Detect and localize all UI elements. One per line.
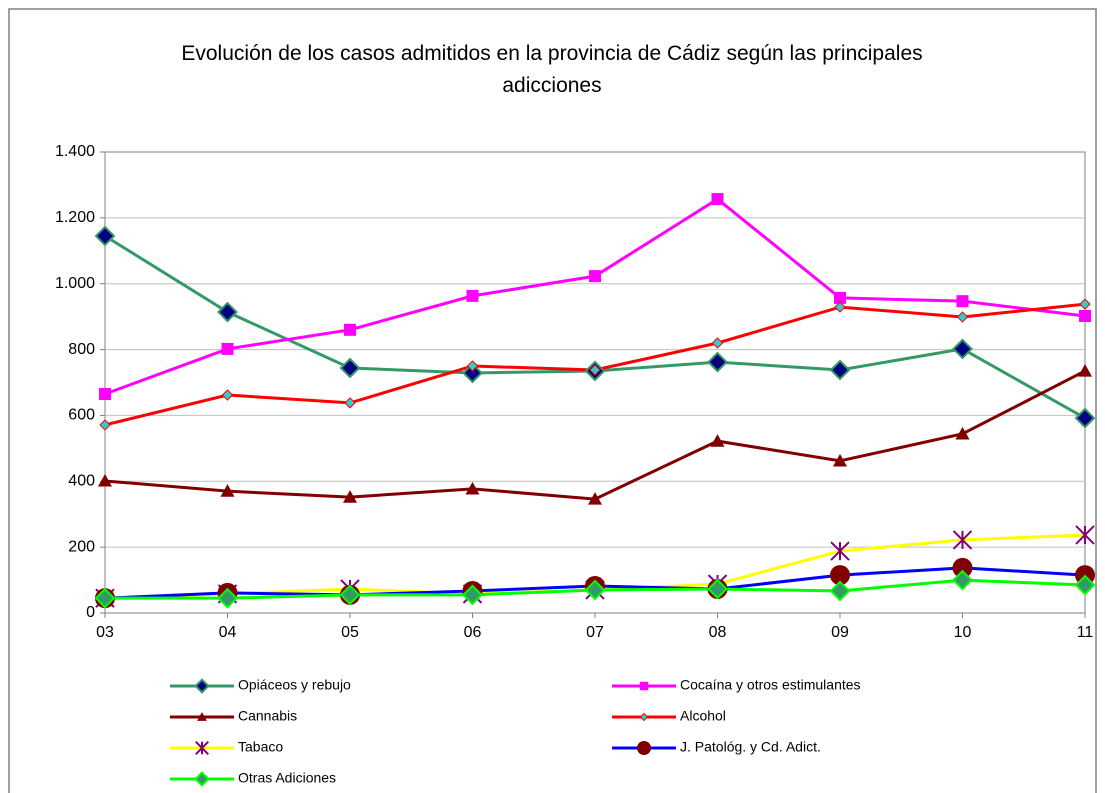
marker: [1075, 525, 1095, 545]
marker: [833, 453, 847, 467]
marker: [707, 578, 728, 600]
marker: [707, 351, 728, 373]
x-tick-label: 09: [831, 624, 849, 641]
marker: [711, 337, 724, 349]
marker: [99, 419, 111, 431]
y-tick-label: 1.400: [55, 143, 95, 160]
legend-label: Tabaco: [238, 739, 283, 755]
marker: [1079, 309, 1091, 322]
marker: [94, 587, 116, 609]
legend-label: Cocaína y otros estimulantes: [680, 677, 861, 693]
marker: [98, 473, 112, 487]
marker: [339, 584, 361, 606]
marker: [584, 579, 606, 601]
marker: [637, 741, 651, 755]
chart-title: Evolución de los casos admitidos en la p…: [181, 42, 923, 97]
marker: [220, 484, 235, 497]
marker: [956, 311, 969, 323]
y-tick-label: 1.000: [55, 275, 95, 292]
x-tick-label: 03: [96, 624, 114, 641]
plot-area: [104, 151, 1086, 614]
marker: [94, 225, 116, 247]
marker: [466, 289, 479, 302]
marker: [711, 193, 724, 206]
marker: [344, 323, 356, 336]
x-tick-label: 10: [954, 624, 972, 641]
marker: [589, 270, 601, 283]
marker: [829, 580, 851, 602]
marker: [462, 584, 483, 606]
y-tick-label: 0: [86, 604, 95, 621]
legend-label: J. Patológ. y Cd. Adict.: [680, 739, 821, 755]
marker: [221, 342, 234, 355]
marker: [194, 740, 210, 756]
marker: [343, 490, 357, 503]
x-tick-label: 08: [709, 624, 727, 641]
marker: [834, 301, 846, 313]
marker: [952, 338, 973, 360]
marker: [952, 569, 973, 591]
marker: [830, 565, 850, 586]
x-tick-label: 04: [219, 624, 237, 641]
marker: [956, 295, 969, 308]
marker: [710, 434, 725, 447]
marker: [465, 481, 480, 495]
marker: [1074, 407, 1096, 429]
marker: [955, 426, 970, 440]
x-tick-label: 07: [586, 624, 604, 641]
marker: [344, 397, 356, 409]
marker: [1079, 298, 1091, 310]
y-tick-label: 600: [68, 407, 95, 424]
legend-label: Opiáceos y rebujo: [238, 677, 351, 693]
marker: [217, 301, 238, 323]
marker: [462, 362, 483, 384]
y-tick-label: 400: [68, 473, 95, 490]
marker: [830, 541, 850, 561]
marker: [99, 388, 111, 401]
y-tick-label: 800: [68, 341, 95, 358]
marker: [194, 771, 210, 787]
marker: [466, 360, 479, 372]
x-tick-label: 05: [341, 624, 359, 641]
y-tick-label: 1.200: [55, 209, 95, 226]
x-tick-label: 11: [1077, 624, 1094, 641]
marker: [197, 712, 207, 721]
marker: [339, 357, 361, 379]
marker: [217, 587, 238, 609]
marker: [221, 389, 234, 401]
marker: [639, 712, 649, 722]
y-tick-label: 200: [68, 538, 95, 555]
marker: [588, 492, 602, 505]
marker: [194, 678, 210, 694]
marker: [952, 530, 973, 550]
legend-label: Cannabis: [238, 708, 297, 724]
marker: [829, 359, 851, 381]
x-tick-label: 06: [464, 624, 482, 641]
legend-label: Alcohol: [680, 708, 726, 724]
marker: [1074, 574, 1096, 596]
legend-label: Otras Adiciones: [238, 770, 336, 786]
marker: [1078, 363, 1092, 377]
marker: [834, 291, 846, 304]
marker: [952, 557, 973, 578]
marker: [639, 681, 649, 691]
marker: [589, 364, 601, 376]
